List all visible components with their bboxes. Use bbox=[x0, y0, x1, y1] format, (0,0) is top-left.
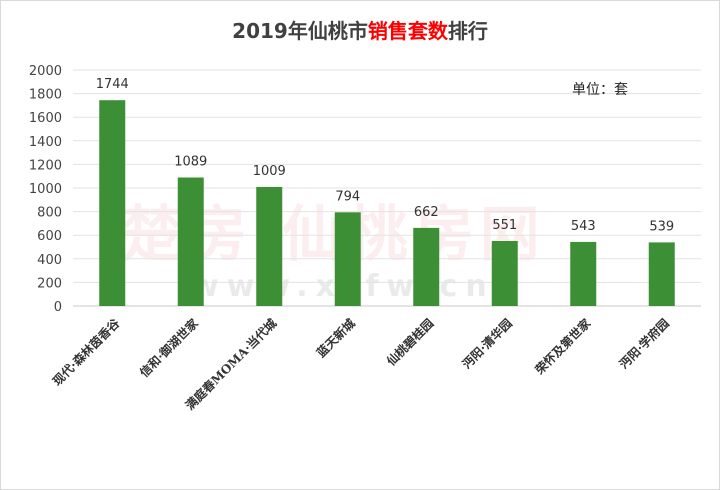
bar bbox=[334, 212, 361, 306]
data-label: 1744 bbox=[96, 77, 129, 92]
y-tick-label: 200 bbox=[37, 276, 62, 291]
x-tick-label: 信和·御湖世家 bbox=[136, 315, 201, 380]
y-tick-label: 600 bbox=[37, 229, 62, 244]
x-tick-label: 仙桃碧桂园 bbox=[383, 316, 436, 369]
y-tick-label: 400 bbox=[37, 253, 62, 268]
bar bbox=[99, 100, 126, 306]
bar bbox=[256, 186, 283, 306]
x-tick-label: 现代·森林茵香谷 bbox=[49, 315, 123, 389]
data-label: 662 bbox=[414, 205, 439, 220]
y-tick-label: 1800 bbox=[29, 88, 62, 103]
data-label: 1009 bbox=[253, 164, 286, 179]
y-tick-label: 1400 bbox=[29, 135, 62, 150]
y-tick-label: 1200 bbox=[29, 158, 62, 173]
data-label: 543 bbox=[571, 219, 596, 234]
y-tick-label: 1000 bbox=[29, 182, 62, 197]
bar bbox=[491, 240, 518, 306]
bar bbox=[648, 242, 675, 306]
title-part: 2019年仙桃市 bbox=[232, 19, 368, 43]
bar bbox=[177, 177, 204, 306]
unit-label: 单位：套 bbox=[572, 82, 628, 98]
y-tick-label: 1600 bbox=[29, 111, 62, 126]
bar bbox=[413, 227, 440, 306]
title-highlight: 销售套数 bbox=[367, 19, 448, 43]
title-part: 排行 bbox=[447, 19, 488, 43]
y-tick-label: 2000 bbox=[29, 64, 62, 79]
x-tick-label: 沔阳·学府园 bbox=[616, 316, 672, 372]
data-label: 794 bbox=[335, 189, 360, 204]
data-label: 1089 bbox=[174, 154, 207, 169]
data-label: 551 bbox=[492, 218, 517, 233]
x-tick-label: 沔阳·清华园 bbox=[459, 316, 515, 372]
data-label: 539 bbox=[649, 219, 674, 234]
y-tick-label: 0 bbox=[54, 300, 62, 315]
x-tick-label: 荣怀及第世家 bbox=[531, 315, 594, 378]
x-tick-label: 蓝天新城 bbox=[313, 316, 358, 361]
bar bbox=[570, 241, 597, 306]
y-tick-label: 800 bbox=[37, 206, 62, 221]
chart-title: 2019年仙桃市销售套数排行 bbox=[1, 15, 719, 44]
